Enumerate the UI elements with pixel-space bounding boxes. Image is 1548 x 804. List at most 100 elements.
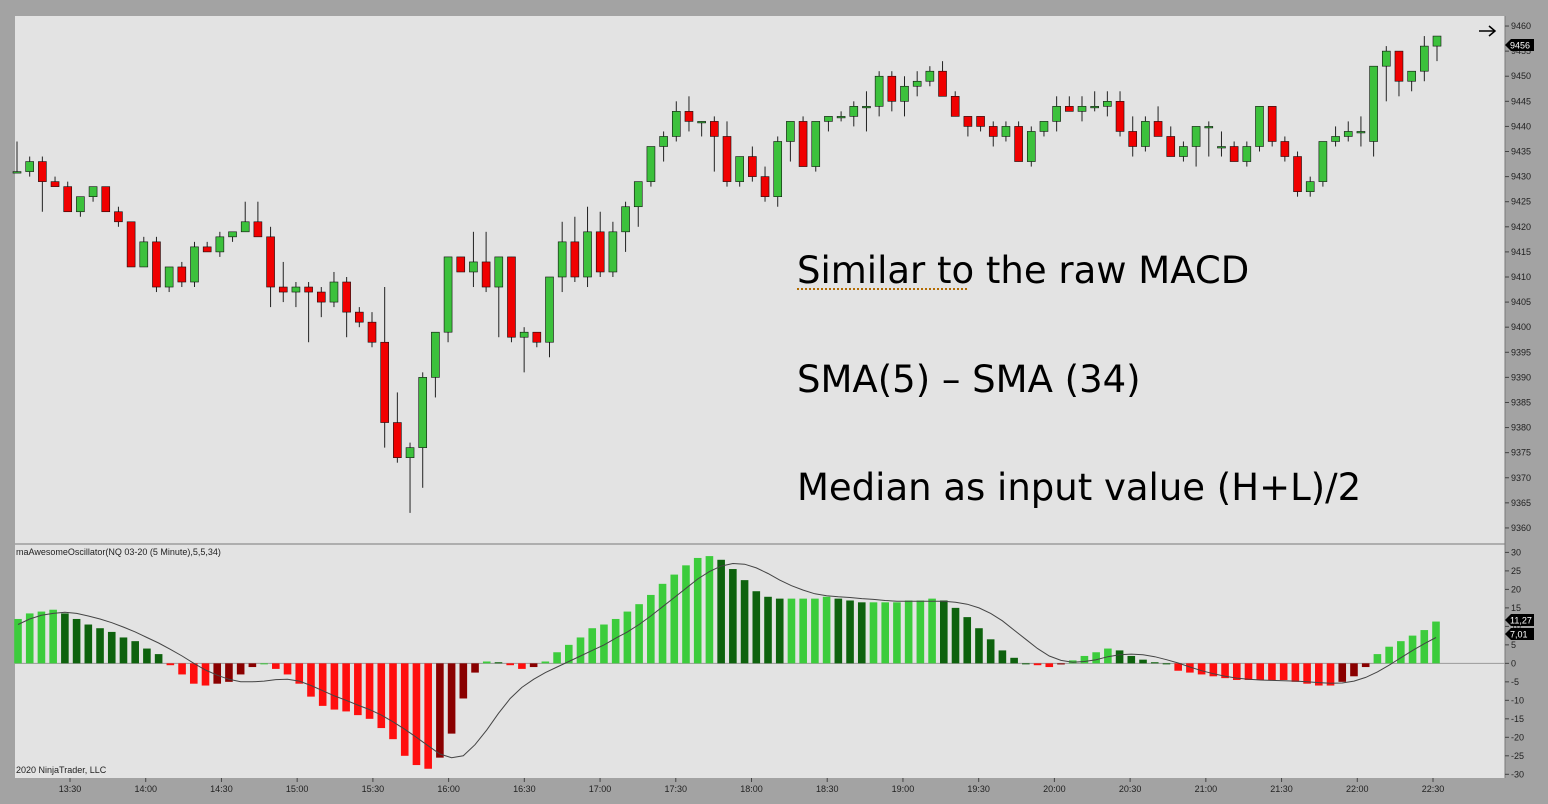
candle bbox=[608, 221, 618, 277]
oscillator-bar bbox=[576, 637, 585, 664]
oscillator-bar bbox=[1022, 663, 1030, 665]
candle-body bbox=[228, 231, 237, 238]
time-tick-label: 17:00 bbox=[589, 784, 612, 794]
candle-body bbox=[1305, 181, 1315, 192]
candle-body bbox=[215, 236, 225, 253]
oscillator-bar bbox=[857, 602, 866, 664]
candle-body bbox=[304, 286, 313, 293]
oscillator-signal-line bbox=[17, 562, 1437, 759]
price-tick-label: 9375 bbox=[1511, 448, 1531, 458]
candle-body bbox=[646, 146, 656, 182]
oscillator-bar bbox=[834, 598, 843, 664]
candle bbox=[976, 116, 985, 132]
oscillator-bar bbox=[107, 631, 116, 664]
oscillator-bar bbox=[1303, 663, 1311, 684]
candle bbox=[1128, 116, 1138, 157]
oscillator-bar bbox=[354, 663, 362, 716]
oscillator-bar bbox=[1326, 663, 1335, 686]
time-tick-label: 18:30 bbox=[816, 784, 839, 794]
candle bbox=[938, 61, 947, 97]
candle bbox=[1090, 91, 1099, 112]
price-tick-label: 9455 bbox=[1511, 46, 1531, 56]
candle-body bbox=[735, 156, 744, 182]
candle-body bbox=[1267, 106, 1277, 142]
candle-body bbox=[595, 231, 605, 273]
candle-body bbox=[621, 206, 630, 233]
candle-body bbox=[202, 246, 212, 253]
oscillator-bar bbox=[1174, 663, 1182, 671]
time-tick-label: 20:30 bbox=[1119, 784, 1142, 794]
candle bbox=[1369, 65, 1378, 157]
oscillator-bar bbox=[1432, 621, 1440, 664]
candle-body bbox=[1293, 156, 1302, 192]
osc-tick-label: -5 bbox=[1511, 677, 1519, 687]
candle-body bbox=[393, 422, 402, 458]
copyright-text: 2020 NinjaTrader, LLC bbox=[16, 765, 107, 775]
time-tick-label: 13:30 bbox=[59, 784, 82, 794]
candle-body bbox=[1090, 106, 1099, 109]
osc-badge-1: 11,27 bbox=[1505, 614, 1534, 626]
candle bbox=[849, 101, 859, 127]
candle bbox=[988, 121, 998, 147]
candle bbox=[786, 121, 795, 162]
candle bbox=[1014, 121, 1023, 162]
candle bbox=[355, 307, 364, 328]
candle-body bbox=[126, 221, 136, 268]
candle bbox=[126, 221, 136, 268]
oscillator-bar bbox=[600, 624, 608, 664]
candle-body bbox=[583, 231, 592, 278]
oscillator-bar bbox=[623, 611, 632, 664]
oscillator-bar bbox=[365, 663, 374, 719]
candle-body bbox=[773, 141, 783, 197]
candle bbox=[405, 442, 415, 513]
candle bbox=[748, 146, 757, 182]
candle bbox=[494, 256, 504, 338]
oscillator-bar bbox=[1115, 650, 1124, 664]
candle-body bbox=[494, 256, 504, 288]
osc-tick-label: 5 bbox=[1511, 640, 1516, 650]
oscillator-bar bbox=[412, 663, 421, 766]
oscillator-bar bbox=[916, 600, 925, 664]
osc-tick-label: 15 bbox=[1511, 603, 1521, 613]
candle-body bbox=[950, 96, 960, 117]
candle-body bbox=[684, 111, 694, 122]
oscillator-bar bbox=[1420, 630, 1429, 664]
oscillator-bar bbox=[166, 663, 175, 666]
oscillator-bar bbox=[940, 600, 948, 664]
candle-body bbox=[874, 75, 884, 107]
candle bbox=[152, 236, 161, 293]
candle-body bbox=[316, 291, 326, 303]
candle bbox=[773, 136, 783, 207]
time-tick-label: 16:00 bbox=[437, 784, 460, 794]
candle bbox=[342, 276, 351, 338]
candle-body bbox=[1242, 146, 1252, 162]
price-tick-label: 9360 bbox=[1511, 523, 1531, 533]
candle bbox=[1420, 36, 1429, 82]
oscillator-bar bbox=[1197, 663, 1206, 675]
oscillator-bar bbox=[1373, 654, 1382, 664]
candle-body bbox=[976, 116, 985, 127]
osc-tick-label: 25 bbox=[1511, 566, 1521, 576]
oscillator-bar bbox=[189, 663, 198, 684]
candle bbox=[177, 261, 187, 288]
oscillator-bar bbox=[96, 628, 104, 664]
osc-tick-label: -25 bbox=[1511, 751, 1524, 761]
oscillator-bar bbox=[342, 663, 350, 712]
scroll-right-arrow-icon[interactable] bbox=[1479, 25, 1497, 37]
osc-tick-label: 30 bbox=[1511, 547, 1521, 557]
oscillator-bar bbox=[1045, 663, 1054, 668]
candle-body bbox=[291, 286, 301, 293]
time-tick-label: 22:30 bbox=[1422, 784, 1445, 794]
candle-body bbox=[836, 116, 846, 119]
candle bbox=[1293, 151, 1302, 197]
price-tick-label: 9390 bbox=[1511, 372, 1531, 382]
candle bbox=[316, 287, 326, 318]
candle bbox=[228, 231, 237, 242]
oscillator-bar bbox=[37, 611, 46, 664]
candle bbox=[1381, 46, 1391, 102]
oscillator-bar bbox=[647, 594, 655, 664]
candle-body bbox=[633, 181, 643, 208]
candle bbox=[481, 231, 491, 293]
oscillator-bar bbox=[201, 663, 210, 686]
oscillator-bar bbox=[272, 663, 280, 669]
